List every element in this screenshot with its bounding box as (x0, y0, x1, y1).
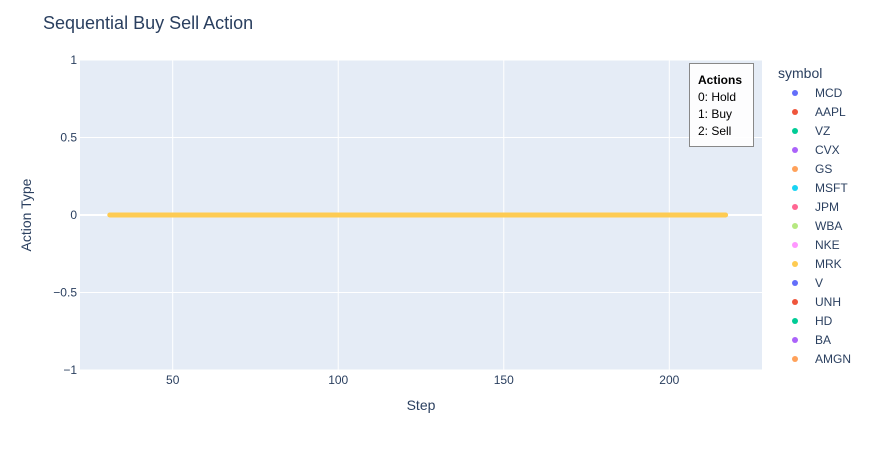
legend-marker (792, 204, 798, 210)
legend-marker (792, 128, 798, 134)
annotation-line: 2: Sell (698, 124, 731, 138)
legend-title: symbol (778, 65, 822, 81)
legend-marker (792, 90, 798, 96)
annotation-text: Actions 0: Hold 1: Buy 2: Sell (698, 73, 742, 138)
annotation-heading: Actions (698, 73, 742, 87)
legend-item-msft[interactable]: MSFT (792, 181, 848, 195)
legend-marker (792, 147, 798, 153)
legend-item-jpm[interactable]: JPM (792, 200, 839, 214)
x-tick-label: 100 (328, 373, 348, 387)
legend-label: GS (815, 162, 832, 176)
legend-label: HD (815, 314, 833, 328)
legend-label: UNH (815, 295, 841, 309)
x-axis-ticks: 50 100 150 200 (166, 373, 680, 387)
y-tick-label: −0.5 (53, 286, 77, 300)
legend-marker (792, 223, 798, 229)
annotation-line: 0: Hold (698, 90, 736, 104)
legend-item-cvx[interactable]: CVX (792, 143, 840, 157)
chart-title: Sequential Buy Sell Action (43, 13, 253, 33)
legend-item-wba[interactable]: WBA (792, 219, 842, 233)
legend-item-aapl[interactable]: AAPL (792, 105, 846, 119)
annotation-line: 1: Buy (698, 107, 732, 121)
actions-annotation: Actions 0: Hold 1: Buy 2: Sell (689, 63, 754, 147)
legend-marker (792, 261, 798, 267)
legend-marker (792, 318, 798, 324)
legend-marker (792, 166, 798, 172)
y-tick-label: 0 (70, 208, 77, 222)
legend-item-mcd[interactable]: MCD (792, 86, 843, 100)
legend-label: CVX (815, 143, 840, 157)
legend-item-amgn[interactable]: AMGN (792, 352, 851, 366)
x-tick-label: 150 (494, 373, 514, 387)
y-axis-title: Action Type (18, 178, 34, 251)
x-tick-label: 50 (166, 373, 180, 387)
legend-item-unh[interactable]: UNH (792, 295, 841, 309)
annotation-box (689, 63, 754, 147)
legend[interactable]: symbol MCD AAPL VZ CVX GS MSFT JPM WBA NKE MRK V UN… (778, 65, 851, 366)
legend-label: BA (815, 333, 831, 347)
legend-item-vz[interactable]: VZ (792, 124, 830, 138)
legend-item-gs[interactable]: GS (792, 162, 832, 176)
legend-label: MCD (815, 86, 843, 100)
x-tick-label: 200 (659, 373, 679, 387)
legend-item-hd[interactable]: HD (792, 314, 833, 328)
legend-marker (792, 109, 798, 115)
y-tick-label: −1 (63, 363, 77, 377)
legend-label: V (815, 276, 823, 290)
legend-label: VZ (815, 124, 830, 138)
legend-label: NKE (815, 238, 840, 252)
legend-marker (792, 356, 798, 362)
x-axis-title: Step (407, 397, 436, 413)
legend-label: JPM (815, 200, 839, 214)
legend-marker (792, 185, 798, 191)
legend-item-ba[interactable]: BA (792, 333, 831, 347)
legend-item-nke[interactable]: NKE (792, 238, 840, 252)
legend-label: MRK (815, 257, 842, 271)
y-tick-label: 1 (70, 53, 77, 67)
legend-label: WBA (815, 219, 842, 233)
y-axis-ticks: −1 −0.5 0 0.5 1 (53, 53, 77, 377)
legend-item-v[interactable]: V (792, 276, 823, 290)
legend-marker (792, 242, 798, 248)
legend-label: MSFT (815, 181, 848, 195)
legend-label: AAPL (815, 105, 846, 119)
legend-marker (792, 299, 798, 305)
legend-marker (792, 280, 798, 286)
legend-label: AMGN (815, 352, 851, 366)
y-tick-label: 0.5 (60, 131, 77, 145)
legend-marker (792, 337, 798, 343)
legend-item-mrk[interactable]: MRK (792, 257, 842, 271)
